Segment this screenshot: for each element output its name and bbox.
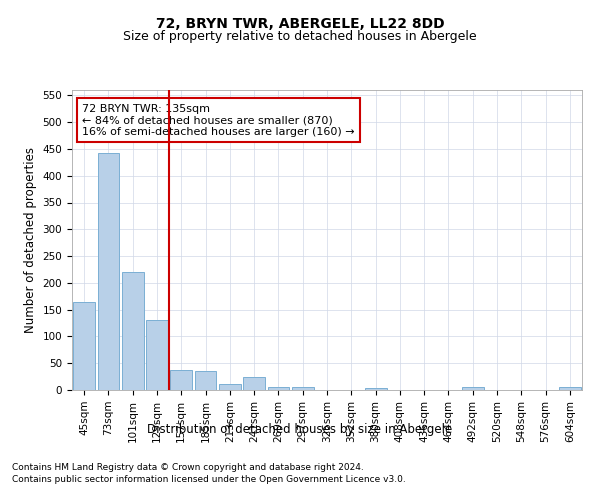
- Text: Contains public sector information licensed under the Open Government Licence v3: Contains public sector information licen…: [12, 475, 406, 484]
- Bar: [97, 152, 119, 390]
- Bar: [219, 384, 241, 390]
- Bar: [292, 388, 314, 390]
- Bar: [122, 272, 143, 390]
- Bar: [194, 370, 217, 390]
- Bar: [365, 388, 386, 390]
- Text: Distribution of detached houses by size in Abergele: Distribution of detached houses by size …: [148, 422, 452, 436]
- Text: 72, BRYN TWR, ABERGELE, LL22 8DD: 72, BRYN TWR, ABERGELE, LL22 8DD: [155, 18, 445, 32]
- Text: Size of property relative to detached houses in Abergele: Size of property relative to detached ho…: [123, 30, 477, 43]
- Bar: [462, 388, 484, 390]
- Bar: [559, 388, 581, 390]
- Bar: [73, 302, 95, 390]
- Text: 72 BRYN TWR: 135sqm
← 84% of detached houses are smaller (870)
16% of semi-detac: 72 BRYN TWR: 135sqm ← 84% of detached ho…: [82, 104, 355, 136]
- Bar: [170, 370, 192, 390]
- Y-axis label: Number of detached properties: Number of detached properties: [24, 147, 37, 333]
- Bar: [243, 377, 265, 390]
- Bar: [146, 320, 168, 390]
- Bar: [268, 388, 289, 390]
- Text: Contains HM Land Registry data © Crown copyright and database right 2024.: Contains HM Land Registry data © Crown c…: [12, 462, 364, 471]
